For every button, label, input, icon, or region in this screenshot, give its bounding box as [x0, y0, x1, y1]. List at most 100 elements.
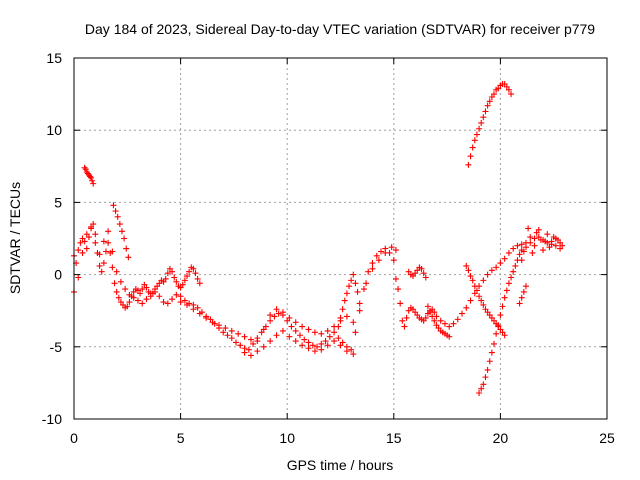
data-point [335, 335, 342, 342]
data-point [292, 319, 299, 326]
data-point [83, 231, 90, 238]
data-point [501, 294, 508, 301]
data-point [273, 332, 280, 339]
y-axis-label: SDTVAR / TECUs [7, 182, 23, 294]
data-point [486, 98, 493, 105]
data-point [501, 255, 508, 262]
data-point [110, 202, 117, 209]
data-point [292, 338, 299, 345]
chart-title: Day 184 of 2023, Sidereal Day-to-day VTE… [85, 21, 595, 37]
data-point [522, 239, 529, 246]
series-late-dip-a [424, 303, 453, 340]
data-point [314, 343, 321, 350]
data-point [139, 286, 146, 293]
data-point [392, 275, 399, 282]
data-point [117, 278, 124, 285]
data-point [301, 336, 308, 343]
data-point [505, 249, 512, 256]
data-point [480, 381, 487, 388]
data-point [537, 236, 544, 243]
axis-ticks [73, 57, 608, 420]
data-point [89, 177, 96, 184]
series-late-wedge [405, 264, 429, 281]
data-point [497, 312, 504, 319]
data-point [397, 300, 404, 307]
data-point [339, 306, 346, 313]
data-point [382, 249, 389, 256]
data-point [469, 277, 476, 284]
data-point [465, 267, 472, 274]
data-point [454, 316, 461, 323]
data-point [164, 300, 171, 307]
data-point [446, 333, 453, 340]
data-point [473, 131, 480, 138]
data-point [169, 296, 176, 303]
data-point [463, 304, 470, 311]
data-point [279, 327, 286, 334]
data-point [254, 338, 261, 345]
y-tick-label: -5 [50, 339, 63, 355]
data-point [499, 303, 506, 310]
data-point [522, 283, 529, 290]
data-point [337, 314, 344, 321]
data-point [480, 301, 487, 308]
data-point [465, 161, 472, 168]
data-point [228, 335, 235, 342]
data-point [177, 293, 184, 300]
data-point [183, 301, 190, 308]
data-point [143, 284, 150, 291]
data-point [122, 286, 129, 293]
data-point [473, 287, 480, 294]
data-point [112, 208, 119, 215]
data-point [267, 338, 274, 345]
data-point [395, 286, 402, 293]
y-tick-label: 10 [46, 122, 62, 138]
data-point [544, 231, 551, 238]
data-point [164, 270, 171, 277]
data-point [422, 314, 429, 321]
data-point [139, 300, 146, 307]
data-point [124, 303, 131, 310]
data-point [467, 297, 474, 304]
data-point [113, 288, 120, 295]
data-point [324, 342, 331, 349]
data-point [520, 288, 527, 295]
data-point [508, 274, 515, 281]
data-point [267, 312, 274, 319]
data-point [540, 247, 547, 254]
x-tick-label: 15 [386, 430, 402, 446]
data-point [512, 262, 519, 269]
data-point [422, 274, 429, 281]
data-point [373, 252, 380, 259]
data-point [305, 345, 312, 352]
data-point [527, 234, 534, 241]
data-point [484, 102, 491, 109]
data-point [279, 309, 286, 316]
data-point [467, 273, 474, 280]
data-point [554, 236, 561, 243]
data-point [531, 242, 538, 249]
x-tick-label: 10 [279, 430, 295, 446]
plot-frame [73, 57, 608, 420]
y-tick-label: -10 [42, 411, 62, 427]
data-point [484, 271, 491, 278]
data-point [192, 270, 199, 277]
data-point [194, 304, 201, 311]
data-point [86, 173, 93, 180]
data-point [121, 235, 128, 242]
data-point [518, 241, 525, 248]
data-point [388, 244, 395, 251]
data-point [503, 287, 510, 294]
data-point [505, 86, 512, 93]
data-point [463, 262, 470, 269]
data-point [126, 299, 133, 306]
data-point [260, 343, 267, 350]
data-point [241, 349, 248, 356]
data-point [126, 291, 133, 298]
data-point [96, 262, 103, 269]
data-point [399, 317, 406, 324]
data-point [98, 268, 105, 275]
data-point [424, 303, 431, 310]
data-point [337, 342, 344, 349]
